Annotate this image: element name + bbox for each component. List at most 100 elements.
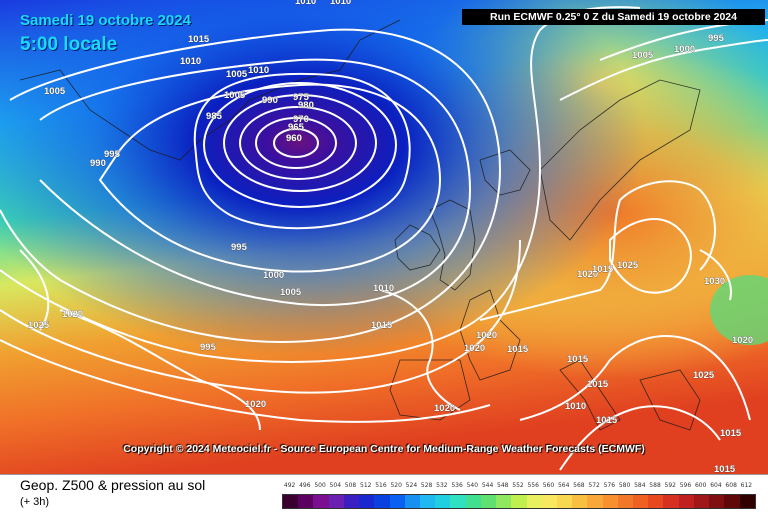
- isobar-label: 1015: [507, 344, 529, 355]
- scale-tick-label: 580: [618, 482, 631, 489]
- isobar-label: 1015: [720, 428, 742, 439]
- scale-tick-label: 540: [466, 482, 479, 489]
- scandinavia-coast: [539, 79, 701, 241]
- scale-swatch: [283, 495, 299, 508]
- isobar-label: 995: [104, 149, 121, 160]
- isobar-label: 1010: [373, 283, 394, 294]
- scale-tick-label: 524: [405, 482, 418, 489]
- scale-tick-label: 512: [360, 482, 372, 489]
- scale-tick-label: 576: [603, 482, 616, 489]
- isobar-label: 1000: [263, 270, 284, 281]
- isobar-1005: [0, 6, 641, 363]
- scale-tick-label: 516: [375, 482, 387, 489]
- scale-swatch: [587, 495, 603, 508]
- isobar-label: 1005: [224, 90, 246, 101]
- scale-swatch: [313, 495, 329, 508]
- isobar-label: 1025: [693, 370, 715, 381]
- isobar-label: 1020: [577, 269, 598, 280]
- isobar-label: 1020: [245, 399, 266, 410]
- isobar-label: 1005: [226, 69, 248, 80]
- scale-swatch: [374, 495, 390, 508]
- atlantic-low-area: [0, 0, 768, 474]
- isobar-1015-south: [519, 335, 751, 421]
- scale-swatch: [496, 495, 512, 508]
- scale-swatch: [541, 495, 557, 508]
- isobar-label: 1020: [732, 335, 753, 346]
- scale-swatch: [663, 495, 679, 508]
- isobar-1015-iberia: [379, 289, 461, 411]
- scale-swatch: [435, 495, 451, 508]
- scale-tick-label: 600: [694, 482, 707, 489]
- scale-tick-label: 548: [497, 482, 509, 489]
- isobar-label: 1015: [596, 415, 618, 426]
- isobar-label: 1025: [617, 260, 639, 271]
- run-info-label: Run ECMWF 0.25° 0 Z du Samedi 19 octobre…: [462, 9, 765, 25]
- isobar-label: 1005: [44, 86, 66, 97]
- scale-tick-label: 528: [420, 482, 433, 489]
- isobar-label: 1010: [180, 56, 201, 67]
- great-britain-coast: [429, 199, 476, 291]
- isobar-label: 1015: [567, 354, 589, 365]
- isobar-1025-west: [19, 249, 50, 331]
- scale-swatch: [678, 495, 694, 508]
- isobar-labels: 1015 1010 1010 1010 1005 1010 1005 995 9…: [28, 0, 754, 474]
- scale-tick-label: 604: [710, 482, 722, 489]
- isobar-label: 1015: [592, 264, 614, 275]
- scale-tick-label: 504: [329, 482, 342, 489]
- scale-swatch: [617, 495, 634, 508]
- iberia-coast: [389, 359, 471, 421]
- scale-tick-label: 492: [283, 482, 296, 489]
- isobar-980: [203, 82, 397, 208]
- scale-tick-label: 508: [344, 482, 357, 489]
- isobar-990: [98, 83, 442, 273]
- map-date-title: Samedi 19 octobre 2024: [20, 12, 191, 29]
- scale-swatch: [343, 495, 360, 508]
- scale-tick-label: 552: [512, 482, 524, 489]
- isobar-label: 1015: [587, 379, 609, 390]
- isobar-label: 1015: [371, 320, 393, 331]
- scale-swatch: [404, 495, 420, 508]
- scale-tick-label: 588: [649, 482, 661, 489]
- isobar-1020-east: [479, 180, 716, 321]
- isobar-label: 985: [206, 111, 223, 122]
- scale-swatch: [648, 495, 664, 508]
- scale-tick-label: 500: [314, 482, 326, 489]
- scale-tick-label: 532: [436, 482, 448, 489]
- isobar-label: 1010: [248, 65, 269, 76]
- isobar-label: 970: [293, 114, 309, 125]
- isobar-label: 1025: [28, 320, 50, 331]
- scale-tick-label: 608: [725, 482, 737, 489]
- scale-tick-label: 496: [299, 482, 311, 489]
- scale-swatch: [572, 495, 588, 508]
- color-scale-bar: [282, 494, 756, 509]
- isobar-1020-west: [59, 309, 261, 431]
- isobar-label: 1020: [476, 330, 497, 341]
- scale-swatch: [724, 495, 740, 508]
- isobar-985: [193, 72, 411, 230]
- isobar-label: 965: [288, 122, 305, 133]
- scale-swatch: [465, 495, 481, 508]
- coastlines: [19, 19, 701, 431]
- isobar-label: 995: [231, 242, 248, 253]
- isobar-label: 1020: [464, 343, 485, 354]
- isobar-1000-north: [559, 39, 768, 101]
- isobar-label: 1005: [280, 287, 302, 298]
- isobar-label: 995: [200, 342, 217, 353]
- isobar-1015-med: [559, 405, 721, 471]
- scale-swatch: [450, 495, 466, 508]
- italy-coast: [559, 359, 621, 431]
- low-center-label: 960: [286, 133, 302, 144]
- scale-swatch: [511, 495, 527, 508]
- scale-swatch: [359, 495, 375, 508]
- scale-tick-label: 612: [740, 482, 753, 489]
- scale-swatch: [739, 495, 755, 508]
- legend-title: Geop. Z500 & pression au sol: [20, 477, 206, 493]
- scale-tick-label: 544: [481, 482, 494, 489]
- isobar-label: 995: [708, 33, 725, 44]
- isobar-label: 1015: [714, 464, 736, 474]
- balkans-coast: [639, 369, 701, 431]
- isobar-1010: [0, 239, 521, 394]
- scale-swatch: [328, 495, 344, 508]
- isobar-label: 1030: [704, 276, 725, 287]
- legend-subtitle: (+ 3h): [20, 496, 50, 508]
